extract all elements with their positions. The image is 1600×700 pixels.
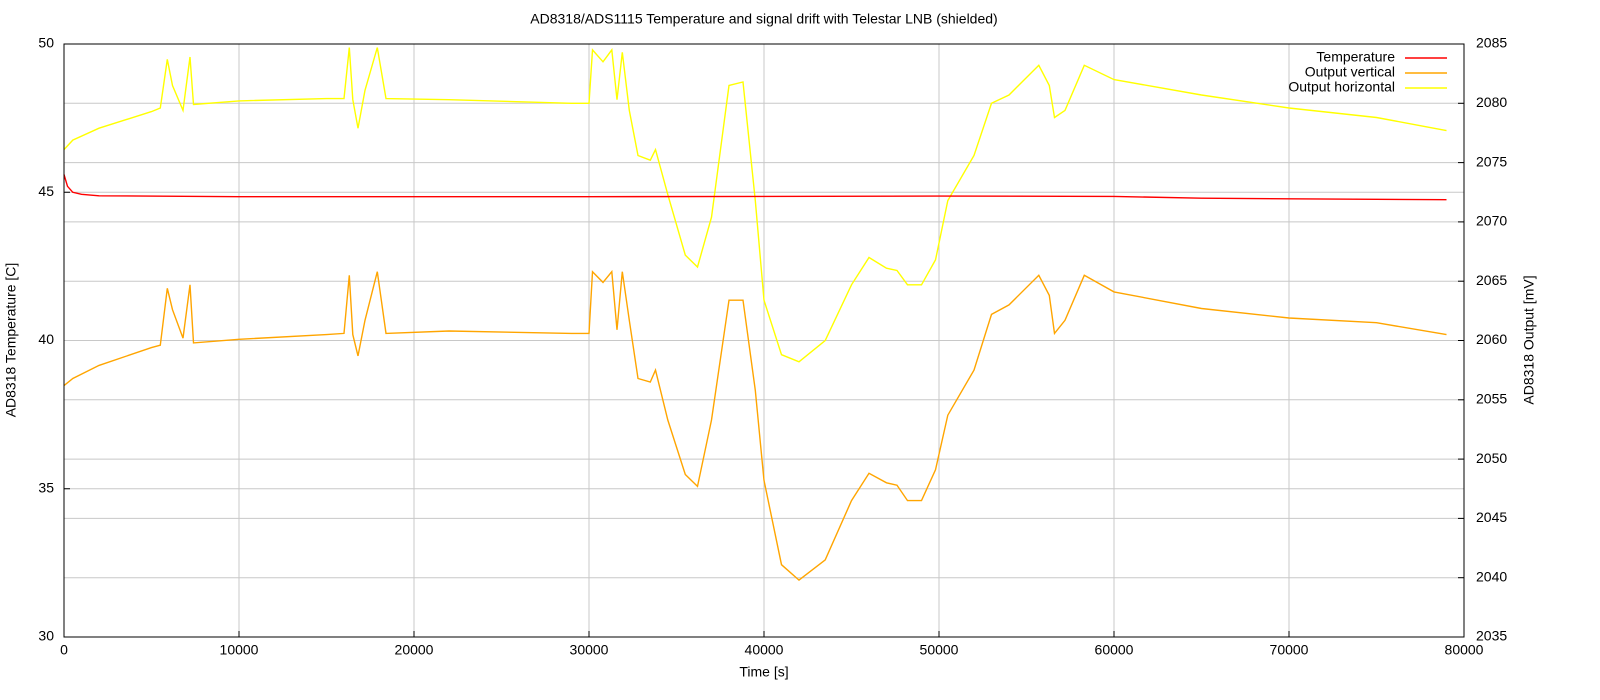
legend-label: Temperature — [1316, 49, 1395, 65]
legend-label: Output vertical — [1305, 64, 1395, 80]
data-line — [63, 269, 1447, 582]
y2-tick-label: 2080 — [1476, 94, 1507, 110]
x-tick-label: 10000 — [220, 642, 259, 658]
y2-tick-label: 2045 — [1476, 509, 1507, 525]
y2-axis-label: AD8318 Output [mV] — [1521, 275, 1537, 404]
data-line — [63, 47, 1447, 363]
y2-tick-label: 2065 — [1476, 272, 1507, 288]
y-tick-label: 35 — [38, 479, 54, 495]
y2-tick-label: 2035 — [1476, 628, 1507, 644]
y-tick-label: 45 — [38, 183, 54, 199]
chart-title: AD8318/ADS1115 Temperature and signal dr… — [530, 11, 997, 27]
y2-tick-label: 2055 — [1476, 391, 1507, 407]
y-tick-label: 40 — [38, 331, 54, 347]
y2-tick-label: 2060 — [1476, 331, 1507, 347]
x-tick-label: 70000 — [1270, 642, 1309, 658]
x-tick-label: 40000 — [745, 642, 784, 658]
x-tick-label: 80000 — [1445, 642, 1484, 658]
legend-label: Output horizontal — [1288, 79, 1395, 95]
y2-tick-label: 2085 — [1476, 35, 1507, 51]
y2-tick-label: 2070 — [1476, 213, 1507, 229]
x-axis-label: Time [s] — [739, 664, 788, 680]
x-tick-label: 60000 — [1095, 642, 1134, 658]
y-tick-label: 50 — [38, 35, 54, 51]
y-axis-label: AD8318 Temperature [C] — [3, 263, 19, 418]
y-tick-label: 30 — [38, 628, 54, 644]
y2-tick-label: 2050 — [1476, 450, 1507, 466]
x-tick-label: 50000 — [920, 642, 959, 658]
x-tick-label: 0 — [60, 642, 68, 658]
y2-tick-label: 2040 — [1476, 568, 1507, 584]
x-tick-label: 30000 — [570, 642, 609, 658]
plot-frame — [63, 43, 1465, 638]
x-tick-label: 20000 — [395, 642, 434, 658]
data-line — [63, 174, 1447, 201]
y2-tick-label: 2075 — [1476, 153, 1507, 169]
